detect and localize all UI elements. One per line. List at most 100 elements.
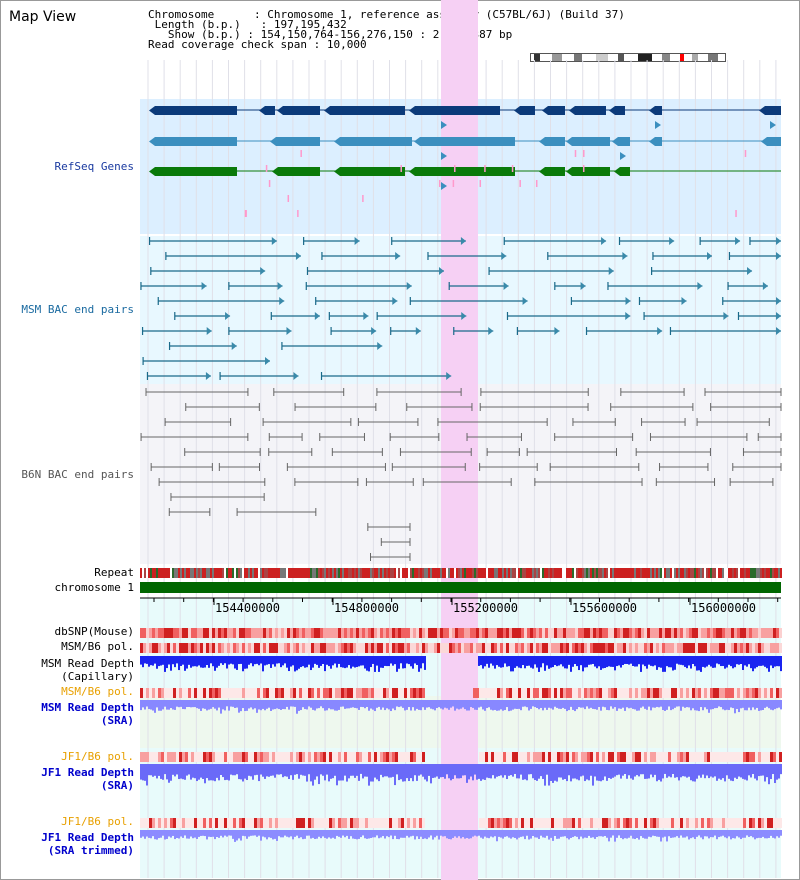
jf1-pol2-cell <box>272 818 275 828</box>
msm-b6-pol-label[interactable]: MSM/B6 pol. <box>61 640 134 653</box>
jf1-sra-depth-bar <box>568 764 570 776</box>
msm-pol-cell <box>251 643 254 653</box>
msm-pol-cell <box>179 643 182 653</box>
dbsnp-cell <box>668 628 671 638</box>
jf1-pol-cell <box>734 752 737 762</box>
msm-cap-depth-bar <box>490 656 492 664</box>
msm-sra-depth-bar <box>768 700 770 709</box>
gene-exon-block <box>615 106 625 115</box>
msm-sra-depth-bar <box>526 700 528 708</box>
msm-sra-depth-bar <box>196 700 198 709</box>
jf1-depth-sra-label[interactable]: JF1 Read Depth (SRA) <box>41 766 134 792</box>
msm-cap-depth-bar <box>408 656 410 665</box>
msm-sra-depth-bar <box>690 700 692 711</box>
msm-pol2-cell <box>167 688 170 698</box>
bac-end-arrow <box>747 267 753 275</box>
dbsnp-cell <box>398 628 401 638</box>
dbsnp-cell <box>500 628 503 638</box>
msm-pol-cell <box>611 643 614 653</box>
jf1-sra-depth-bar <box>294 764 296 775</box>
jf1-sra-depth-bar <box>600 764 602 782</box>
bac-end-arrow <box>363 312 369 320</box>
jf1-sra-depth-bar <box>418 764 420 776</box>
jf1-sra-depth-bar <box>292 764 294 780</box>
msm-sra-depth-bar <box>432 700 434 710</box>
dbsnp-cell <box>257 628 260 638</box>
repeat-segment <box>724 568 726 578</box>
jf1-pol-cell <box>197 752 200 762</box>
msm-bac-track-label[interactable]: MSM BAC end pairs <box>21 303 134 316</box>
jf1-trim-depth-bar <box>674 830 676 838</box>
msm-cap-depth-bar <box>772 656 774 669</box>
msm-pol-cell <box>278 643 281 653</box>
jf1-sra-depth-bar <box>690 764 692 781</box>
repeat-segment <box>772 568 774 578</box>
repeat-track-label[interactable]: Repeat <box>94 566 134 579</box>
b6n-bac-track-label[interactable]: B6N BAC end pairs <box>21 468 134 481</box>
jf1-pol2-cell <box>296 818 299 828</box>
msm-sra-depth-bar <box>608 700 610 711</box>
msm-pol-cell <box>203 643 206 653</box>
msm-cap-depth-bar <box>716 656 718 664</box>
jf1-b6-pol-label[interactable]: JF1/B6 pol. <box>61 750 134 763</box>
jf1-sra-depth-bar <box>526 764 528 781</box>
msm-sra-depth-bar <box>706 700 708 710</box>
jf1-trim-depth-bar <box>268 830 270 838</box>
msm-sra-depth-bar <box>564 700 566 709</box>
jf1-pol-cell <box>563 752 566 762</box>
msm-b6-pol2-label[interactable]: MSM/B6 pol. <box>61 685 134 698</box>
jf1-trim-depth-bar <box>304 830 306 839</box>
msm-pol-cell <box>683 643 686 653</box>
jf1-sra-depth-bar <box>728 764 730 779</box>
jf1-trim-depth-bar <box>640 830 642 837</box>
dbsnp-cell <box>674 628 677 638</box>
msm-depth-capillary-label[interactable]: MSM Read Depth (Capillary) <box>41 657 134 683</box>
refseq-pink-tick <box>452 180 455 187</box>
msm-cap-depth-bar <box>334 656 336 664</box>
msm-pol-cell <box>353 643 356 653</box>
jf1-trim-depth-bar <box>302 830 304 840</box>
jf1-trim-depth-bar <box>362 830 364 836</box>
repeat-segment <box>242 568 244 578</box>
chromosome-track-label[interactable]: chromosome 1 <box>54 581 134 594</box>
msm-pol2-cell <box>356 688 359 698</box>
jf1-trim-depth-bar <box>522 830 524 837</box>
msm-pol-cell <box>695 643 698 653</box>
msm-cap-depth-bar <box>304 656 306 668</box>
repeat-segment <box>266 568 268 578</box>
jf1-trim-depth-bar <box>372 830 374 838</box>
jf1-pol2-cell <box>515 818 518 828</box>
jf1-pol-cell <box>773 752 776 762</box>
bac-end-arrow <box>354 237 360 245</box>
jf1-b6-pol2-label[interactable]: JF1/B6 pol. <box>61 815 134 828</box>
msm-cap-depth-bar <box>418 656 420 672</box>
dbsnp-cell <box>722 628 725 638</box>
msm-pol-cell <box>410 643 413 653</box>
dbsnp-track-label[interactable]: dbSNP(Mouse) <box>54 625 134 638</box>
msm-pol2-cell <box>320 688 323 698</box>
repeat-segment <box>718 568 720 578</box>
jf1-pol2-cell <box>371 818 374 828</box>
msm-sra-depth-bar <box>734 700 736 714</box>
msm-pol-cell <box>305 643 308 653</box>
msm-pol-cell <box>194 643 197 653</box>
chromosome-ideogram[interactable] <box>530 53 726 62</box>
repeat-segment <box>446 568 448 578</box>
jf1-sra-depth-bar <box>254 764 256 776</box>
msm-sra-depth-bar <box>172 700 174 710</box>
jf1-sra-depth-bar <box>614 764 616 777</box>
repeat-segment <box>146 568 148 578</box>
msm-sra-depth-bar <box>684 700 686 708</box>
jf1-trim-depth-bar <box>240 830 242 841</box>
msm-pol2-cell <box>647 688 650 698</box>
msm-pol2-cell <box>182 688 185 698</box>
refseq-track-label[interactable]: RefSeq Genes <box>55 160 134 173</box>
repeat-segment <box>606 568 608 578</box>
jf1-depth-trim-label[interactable]: JF1 Read Depth (SRA trimmed) <box>41 831 134 857</box>
msm-sra-depth-bar <box>242 700 244 709</box>
jf1-sra-depth-bar <box>704 764 706 779</box>
jf1-sra-depth-bar <box>592 764 594 786</box>
msm-depth-sra-label[interactable]: MSM Read Depth (SRA) <box>41 701 134 727</box>
jf1-pol2-cell <box>542 818 545 828</box>
